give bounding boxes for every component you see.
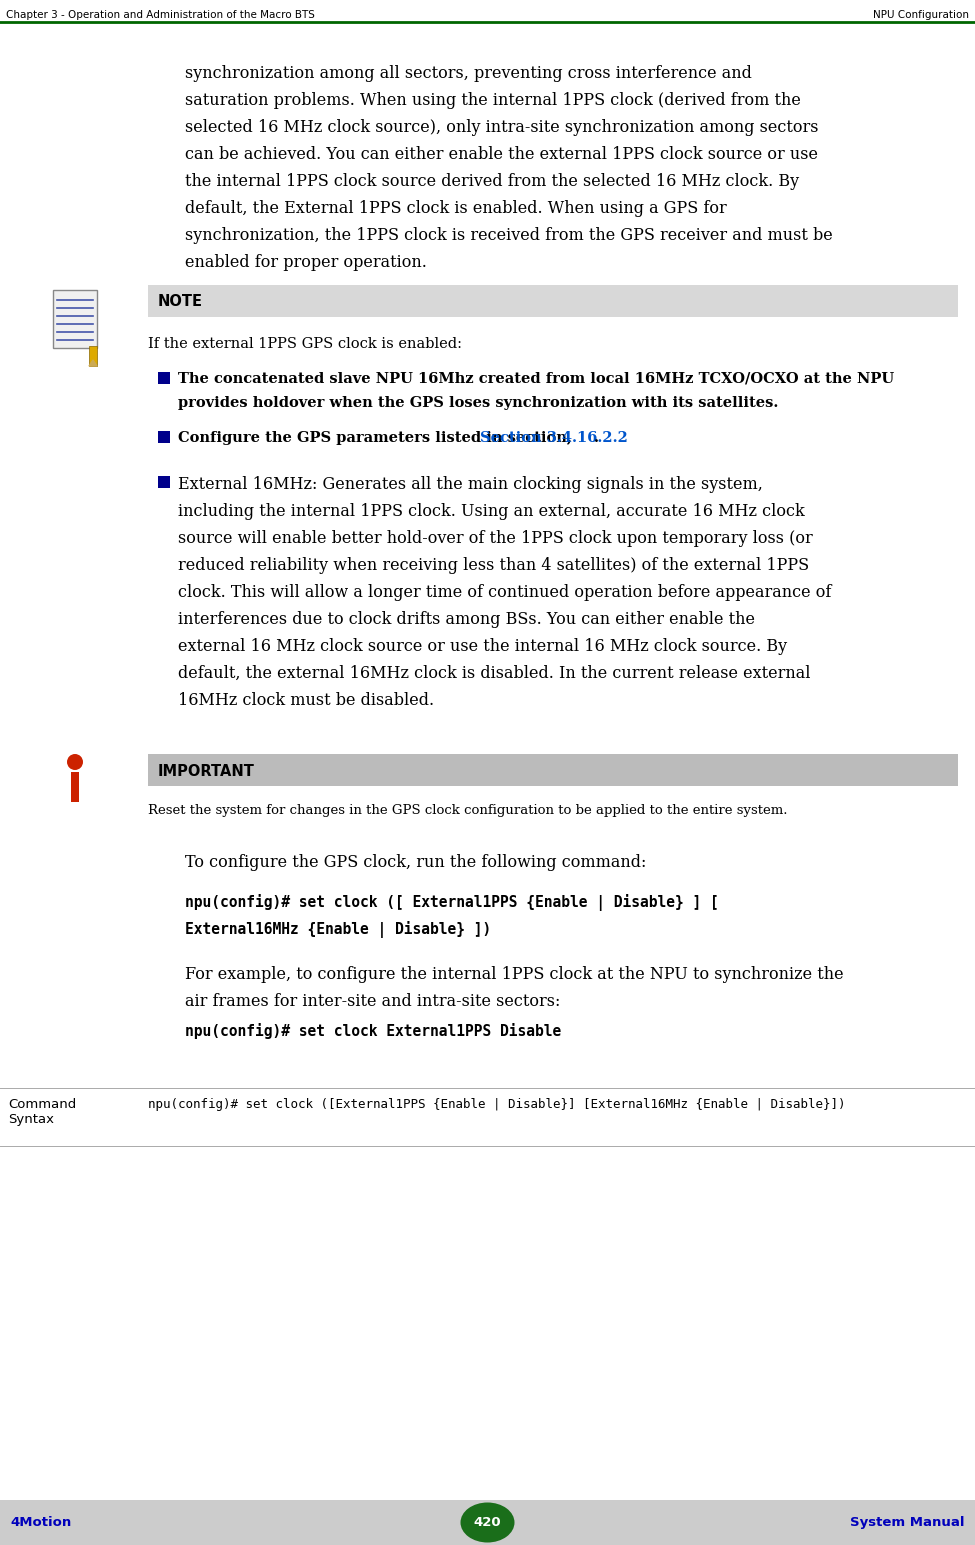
Text: synchronization among all sectors, preventing cross interference and: synchronization among all sectors, preve… [185, 65, 752, 82]
Text: enabled for proper operation.: enabled for proper operation. [185, 253, 427, 270]
FancyBboxPatch shape [71, 772, 79, 802]
Text: npu(config)# set clock ([ External1PPS {Enable | Disable} ] [: npu(config)# set clock ([ External1PPS {… [185, 895, 719, 912]
Text: Section 3.4.16.2.2: Section 3.4.16.2.2 [481, 431, 628, 445]
Text: Syntax: Syntax [8, 1112, 54, 1126]
Text: can be achieved. You can either enable the external 1PPS clock source or use: can be achieved. You can either enable t… [185, 145, 818, 164]
Text: 4Motion: 4Motion [10, 1516, 71, 1530]
FancyBboxPatch shape [89, 346, 97, 366]
FancyBboxPatch shape [158, 431, 170, 443]
Text: IMPORTANT: IMPORTANT [158, 763, 254, 779]
FancyBboxPatch shape [158, 372, 170, 385]
Text: For example, to configure the internal 1PPS clock at the NPU to synchronize the: For example, to configure the internal 1… [185, 966, 843, 983]
Text: 420: 420 [474, 1516, 501, 1530]
Text: The concatenated slave NPU 16Mhz created from local 16MHz TCXO/OCXO at the NPU: The concatenated slave NPU 16Mhz created… [178, 372, 894, 386]
Text: .: . [594, 431, 599, 445]
Text: interferences due to clock drifts among BSs. You can either enable the: interferences due to clock drifts among … [178, 610, 755, 627]
Text: default, the External 1PPS clock is enabled. When using a GPS for: default, the External 1PPS clock is enab… [185, 199, 726, 216]
Text: synchronization, the 1PPS clock is received from the GPS receiver and must be: synchronization, the 1PPS clock is recei… [185, 227, 833, 244]
Text: selected 16 MHz clock source), only intra-site synchronization among sectors: selected 16 MHz clock source), only intr… [185, 119, 818, 136]
Text: If the external 1PPS GPS clock is enabled:: If the external 1PPS GPS clock is enable… [148, 337, 462, 351]
Text: clock. This will allow a longer time of continued operation before appearance of: clock. This will allow a longer time of … [178, 584, 832, 601]
Text: NPU Configuration: NPU Configuration [873, 9, 969, 20]
Ellipse shape [460, 1502, 515, 1542]
Text: NOTE: NOTE [158, 295, 203, 309]
FancyBboxPatch shape [148, 754, 958, 786]
Ellipse shape [67, 754, 83, 769]
Text: Configure the GPS parameters listed in section,: Configure the GPS parameters listed in s… [178, 431, 577, 445]
Text: External16MHz {Enable | Disable} ]): External16MHz {Enable | Disable} ]) [185, 921, 491, 938]
Text: including the internal 1PPS clock. Using an external, accurate 16 MHz clock: including the internal 1PPS clock. Using… [178, 504, 804, 521]
Text: To configure the GPS clock, run the following command:: To configure the GPS clock, run the foll… [185, 854, 646, 871]
Text: the internal 1PPS clock source derived from the selected 16 MHz clock. By: the internal 1PPS clock source derived f… [185, 173, 799, 190]
Text: System Manual: System Manual [850, 1516, 965, 1530]
FancyBboxPatch shape [53, 290, 97, 348]
Text: reduced reliability when receiving less than 4 satellites) of the external 1PPS: reduced reliability when receiving less … [178, 558, 809, 575]
Text: External 16MHz: Generates all the main clocking signals in the system,: External 16MHz: Generates all the main c… [178, 476, 762, 493]
Text: air frames for inter-site and intra-site sectors:: air frames for inter-site and intra-site… [185, 993, 561, 1010]
Text: saturation problems. When using the internal 1PPS clock (derived from the: saturation problems. When using the inte… [185, 93, 800, 110]
Polygon shape [89, 360, 97, 366]
Text: Chapter 3 - Operation and Administration of the Macro BTS: Chapter 3 - Operation and Administration… [6, 9, 315, 20]
Text: Command: Command [8, 1098, 76, 1111]
Text: provides holdover when the GPS loses synchronization with its satellites.: provides holdover when the GPS loses syn… [178, 396, 778, 409]
Text: npu(config)# set clock ([External1PPS {Enable | Disable}] [External16MHz {Enable: npu(config)# set clock ([External1PPS {E… [148, 1098, 845, 1111]
Text: default, the external 16MHz clock is disabled. In the current release external: default, the external 16MHz clock is dis… [178, 664, 810, 681]
Text: Reset the system for changes in the GPS clock configuration to be applied to the: Reset the system for changes in the GPS … [148, 803, 788, 817]
Text: source will enable better hold-over of the 1PPS clock upon temporary loss (or: source will enable better hold-over of t… [178, 530, 813, 547]
Text: 16MHz clock must be disabled.: 16MHz clock must be disabled. [178, 692, 434, 709]
FancyBboxPatch shape [0, 1500, 975, 1545]
FancyBboxPatch shape [148, 284, 958, 317]
Text: npu(config)# set clock External1PPS Disable: npu(config)# set clock External1PPS Disa… [185, 1023, 562, 1038]
Text: external 16 MHz clock source or use the internal 16 MHz clock source. By: external 16 MHz clock source or use the … [178, 638, 787, 655]
FancyBboxPatch shape [158, 476, 170, 488]
